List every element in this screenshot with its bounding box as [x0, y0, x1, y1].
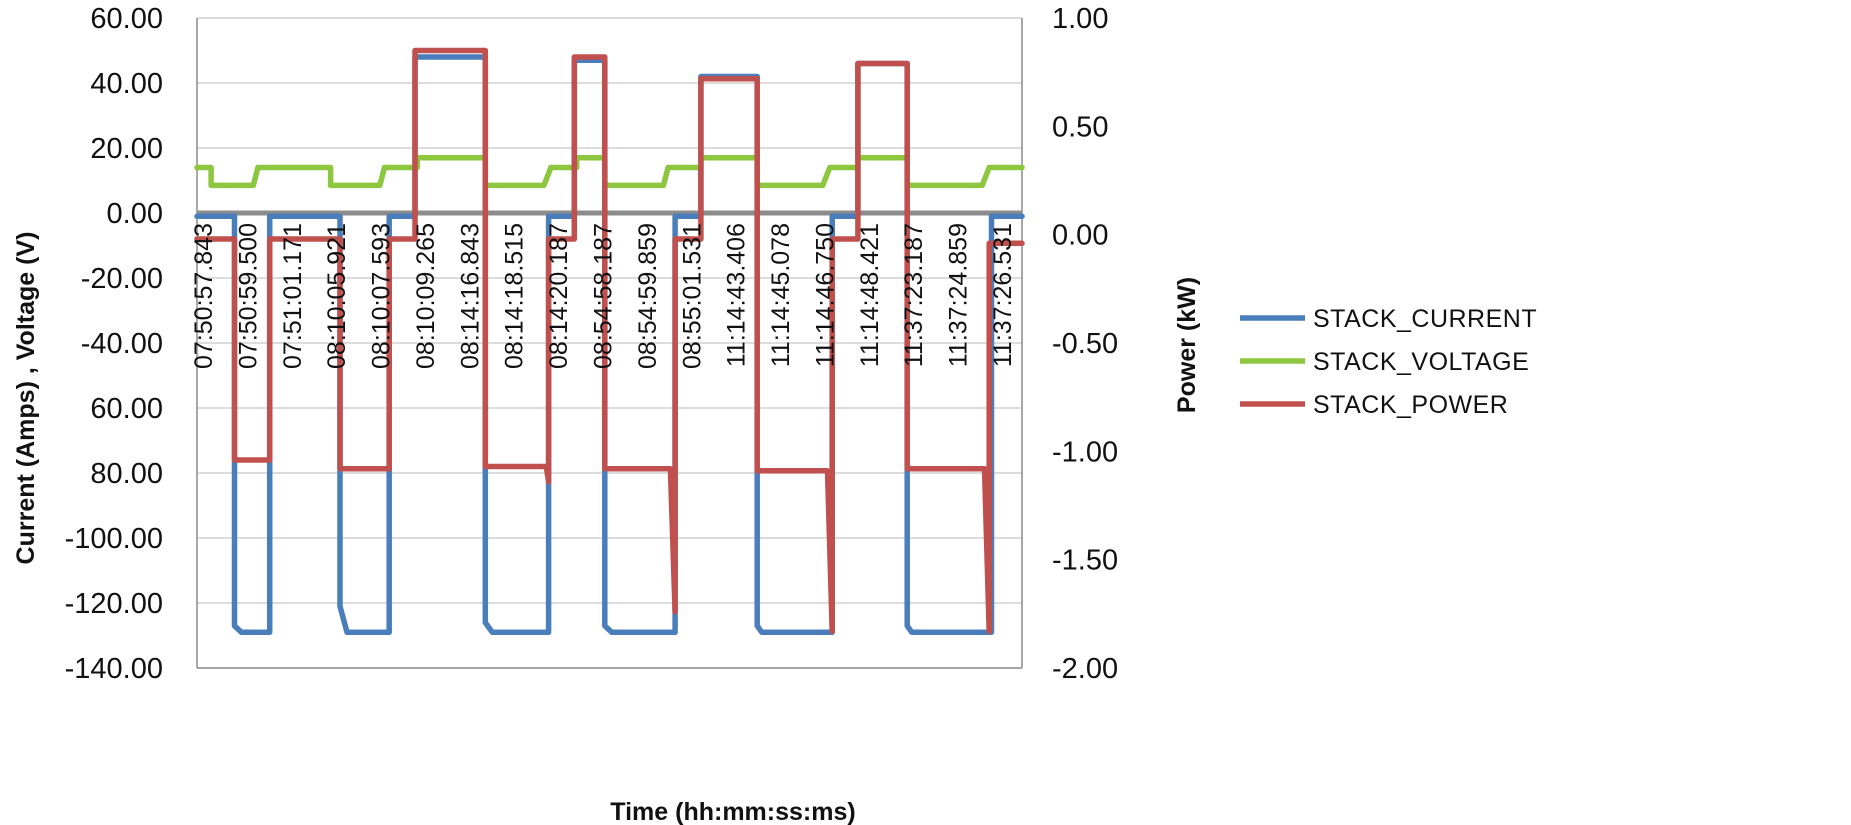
x-tick-label: 08:14:18.515	[501, 223, 529, 369]
series-line-stack-power	[194, 47, 1025, 634]
series	[194, 47, 1025, 636]
legend-label: STACK_CURRENT	[1313, 305, 1537, 333]
y-right-tick-label: 1.00	[1052, 3, 1108, 35]
x-tick-label: 07:51:01.171	[279, 223, 307, 369]
y-axis-right-title: Power (kW)	[1173, 277, 1201, 413]
y-right-tick-label: -1.50	[1052, 545, 1118, 577]
x-tick-label: 08:14:16.843	[456, 223, 484, 369]
y-left-tick-label: -120.00	[65, 588, 163, 620]
y-left-tick-label: -40.00	[81, 328, 163, 360]
x-tick-label: 08:54:59.859	[634, 223, 662, 369]
x-tick-label: 08:54:58.187	[590, 223, 618, 369]
legend-label: STACK_VOLTAGE	[1313, 348, 1529, 376]
y-right-tick-label: 0.50	[1052, 111, 1108, 143]
y-left-tick-label: -20.00	[81, 263, 163, 295]
y-left-tick-label: 40.00	[90, 68, 163, 100]
y-right-tick-label: -0.50	[1052, 328, 1118, 360]
y-left-tick-label: -140.00	[65, 653, 163, 685]
x-tick-label: 08:55:01.531	[678, 223, 706, 369]
x-tick-label: 11:37:23.187	[900, 223, 928, 367]
y-right-tick-label: 0.00	[1052, 220, 1108, 252]
axes	[196, 18, 1023, 669]
x-tick-label: 08:10:05.921	[323, 223, 351, 369]
y-axis-left-title: Current (Amps) , Voltage (V)	[12, 232, 40, 565]
x-tick-label: 11:14:45.078	[767, 223, 795, 367]
x-tick-label: 07:50:59.500	[234, 223, 262, 369]
x-tick-label: 11:14:48.421	[856, 223, 884, 367]
y-left-tick-label: 60.00	[90, 3, 163, 35]
y-left-tick-label: -100.00	[65, 523, 163, 555]
x-tick-label: 11:37:26.531	[989, 223, 1017, 367]
y-left-tick-label: 0.00	[107, 198, 163, 230]
legend-label: STACK_POWER	[1313, 391, 1508, 419]
x-tick-label: 11:37:24.859	[945, 223, 973, 367]
x-tick-label: 11:14:43.406	[723, 223, 751, 367]
x-axis-title: Time (hh:mm:ss:ms)	[610, 798, 855, 825]
x-tick-label: 08:14:20.187	[545, 223, 573, 369]
y-left-tick-label: 20.00	[90, 133, 163, 165]
x-tick-label: 11:14:46.750	[811, 223, 839, 367]
x-tick-label: 07:50:57.843	[190, 223, 218, 369]
tick-labels: 60.00 40.00 20.00 0.00 -20.00 -40.00 60.00 80.0…	[65, 3, 1118, 685]
legend: STACK_CURRENT STACK_VOLTAGE STACK_POWER	[1240, 305, 1537, 419]
x-tick-label: 08:10:09.265	[412, 223, 440, 369]
y-right-tick-label: -2.00	[1052, 653, 1118, 685]
series-line-stack-voltage	[194, 155, 1025, 189]
y-right-tick-label: -1.00	[1052, 436, 1118, 468]
y-left-tick-label: 80.00	[90, 458, 163, 490]
x-tick-label: 08:10:07.593	[368, 223, 396, 369]
y-left-tick-label: 60.00	[90, 393, 163, 425]
